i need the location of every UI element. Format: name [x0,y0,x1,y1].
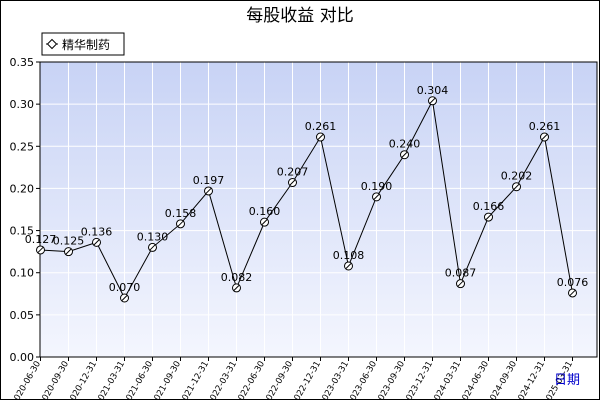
series-line-path [40,99,573,300]
plot-frame [39,61,598,358]
data-point-marker-slash [401,151,408,158]
legend-series-name: 精华制药 [62,38,110,52]
data-label: 0.070 [109,281,141,294]
data-point-marker-slash [317,134,324,140]
data-label: 0.190 [361,180,393,193]
grid-lines [40,62,597,357]
legend-diamond-icon [46,38,58,50]
data-label: 0.130 [137,230,169,243]
data-label: 0.261 [529,120,561,133]
x-axis-label: 日期 [554,373,580,388]
axes [36,61,598,361]
y-tick-label: 0.20 [10,182,35,195]
series-line [40,99,573,300]
data-label: 0.087 [445,267,477,280]
legend-box [41,32,125,56]
series-markers [36,96,577,303]
legend: 精华制药 [41,32,125,56]
data-label: 0.127 [25,233,57,246]
data-label: 0.136 [81,225,113,238]
data-point-marker-slash [37,247,44,253]
data-point-marker-slash [205,188,212,194]
data-point-marker-slash [289,179,296,186]
data-point-marker-slash [121,295,128,301]
data-point-marker-slash [261,219,268,225]
data-label: 0.082 [221,271,253,284]
data-point-marker-slash [149,244,156,251]
data-label: 0.240 [389,138,421,151]
data-point-marker-slash [233,285,240,291]
y-tick-label: 0.00 [10,351,35,364]
data-label: 0.160 [249,205,281,218]
data-point-marker-slash [93,239,100,246]
data-point-marker-slash [457,280,464,287]
data-point-marker-slash [485,214,492,220]
chart-title: 每股收益 对比 [246,6,353,26]
data-point-marker-slash [345,263,352,269]
y-tick-label: 0.15 [10,225,35,238]
y-tick-label: 0.35 [10,56,35,69]
data-label: 0.158 [165,207,197,220]
data-label: 0.125 [53,235,85,248]
plot-area [40,62,597,357]
data-point-marker-slash [569,290,576,296]
data-point-marker-slash [541,134,548,140]
data-point-marker-slash [373,194,380,200]
y-tick-label: 0.25 [10,140,35,153]
y-tick-label: 0.10 [10,267,35,280]
data-label: 0.108 [333,249,365,262]
data-label: 0.207 [277,166,309,179]
y-tick-label: 0.30 [10,98,35,111]
data-label: 0.261 [305,120,337,133]
y-axis-tick-labels: 0.00 0.05 0.10 0.15 0.20 0.25 0.30 0.35 [10,56,35,364]
data-label: 0.076 [557,276,589,289]
data-point-marker-slash [65,248,72,255]
data-point-marker-slash [513,183,520,190]
data-label: 0.304 [417,84,449,97]
y-tick-label: 0.05 [10,309,35,322]
data-point-marker-slash [177,220,184,227]
data-label: 0.202 [501,170,533,183]
data-point-marker-slash [429,97,436,104]
data-label: 0.166 [473,200,505,213]
data-label: 0.197 [193,174,225,187]
